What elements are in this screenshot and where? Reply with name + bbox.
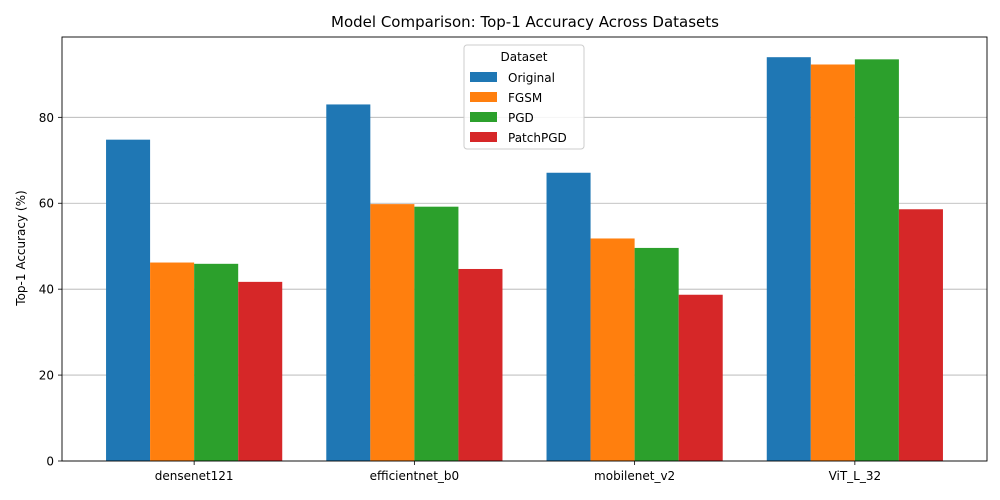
legend: Dataset Original FGSM PGD PatchPGD [463,44,585,150]
legend-entry: PatchPGD [508,131,567,145]
legend-swatch [470,132,497,142]
bars [106,57,943,462]
y-tick-label: 20 [39,369,54,383]
chart-title: Model Comparison: Top-1 Accuracy Across … [331,13,719,31]
y-tick-label: 80 [39,111,54,125]
bar-patchpgd [898,209,943,461]
legend-swatch [470,112,497,122]
bar-original [326,104,371,462]
bar-fgsm [150,262,195,461]
bar-fgsm [370,204,415,462]
legend-box [463,44,585,150]
bar-original [106,139,151,461]
x-tick-label: densenet121 [155,469,234,483]
bar-patchpgd [238,281,283,461]
legend-swatch [470,92,497,102]
legend-swatch [470,72,497,82]
y-tick-label: 60 [39,197,54,211]
y-axis-label: Top-1 Accuracy (%) [14,190,28,306]
x-tick-label: mobilenet_v2 [594,469,675,483]
x-tick-label: ViT_L_32 [829,469,882,483]
plot-frame [61,36,988,462]
bar-pgd [414,206,459,461]
axes: 0 20 40 60 80 densenet121 efficientnet_b0 mobil… [39,36,988,483]
bar-fgsm [590,238,635,461]
bar-pgd [634,247,679,461]
bar-patchpgd [458,268,503,461]
bar-original [766,57,811,461]
bar-patchpgd [678,294,723,461]
legend-entry: FGSM [508,91,542,105]
legend-entry: PGD [508,111,534,125]
y-tick-label: 0 [46,455,54,469]
y-tick-label: 40 [39,283,54,297]
legend-title: Dataset [501,50,548,64]
bar-pgd [854,59,899,461]
x-tick-label: efficientnet_b0 [370,469,460,483]
bar-fgsm [810,64,855,462]
bar-original [546,172,591,462]
legend-entry: Original [508,71,555,85]
bar-pgd [194,263,239,461]
